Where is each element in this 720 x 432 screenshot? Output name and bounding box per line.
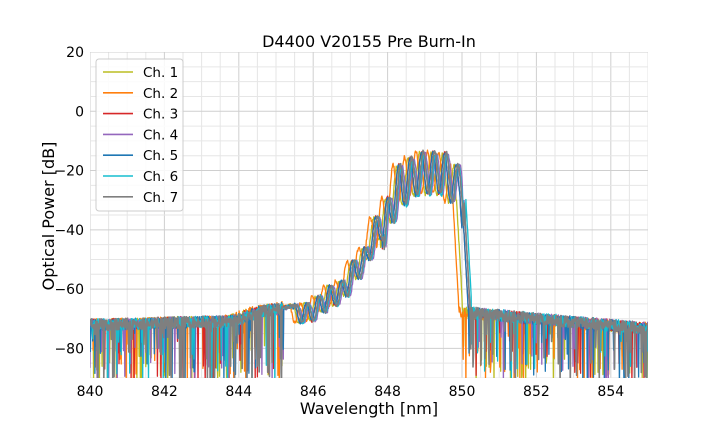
series-lines [90,149,648,378]
y-tick-label: −60 [54,282,84,298]
legend: Ch. 1 Ch. 2 Ch. 3 Ch. 4 Ch. 5 Ch. 6 Ch. 7 [95,58,184,212]
chart-title: D4400 V20155 Pre Burn-In [262,32,476,51]
x-tick-label: 846 [300,384,327,400]
legend-frame [95,58,184,212]
legend-entry: Ch. 2 [143,86,178,102]
y-tick-label: −20 [54,164,84,180]
x-tick-label: 844 [225,384,252,400]
y-tick-label: 0 [75,104,84,120]
x-tick-label: 852 [523,384,550,400]
x-tick-label: 854 [597,384,624,400]
x-tick-label: 842 [151,384,178,400]
x-tick-label: 840 [77,384,104,400]
x-axis-label: Wavelength [nm] [300,399,438,418]
legend-entry: Ch. 4 [143,127,178,143]
series-line [90,149,648,378]
y-tick-label: −40 [54,223,84,239]
y-axis-ticks: 20 0 −20 −40 −60 −80 [54,45,84,357]
x-axis-ticks: 840 842 844 846 848 850 852 854 [77,384,625,400]
legend-entry: Ch. 6 [143,169,178,185]
y-axis-label: Optical Power [dB] [39,142,58,291]
legend-entry: Ch. 5 [143,148,178,164]
y-tick-label: −80 [54,341,84,357]
legend-entry: Ch. 3 [143,107,178,123]
y-tick-label: 20 [66,45,84,61]
x-tick-label: 848 [374,384,401,400]
legend-entry: Ch. 7 [143,190,178,206]
x-tick-label: 850 [449,384,476,400]
legend-entry: Ch. 1 [143,65,178,81]
